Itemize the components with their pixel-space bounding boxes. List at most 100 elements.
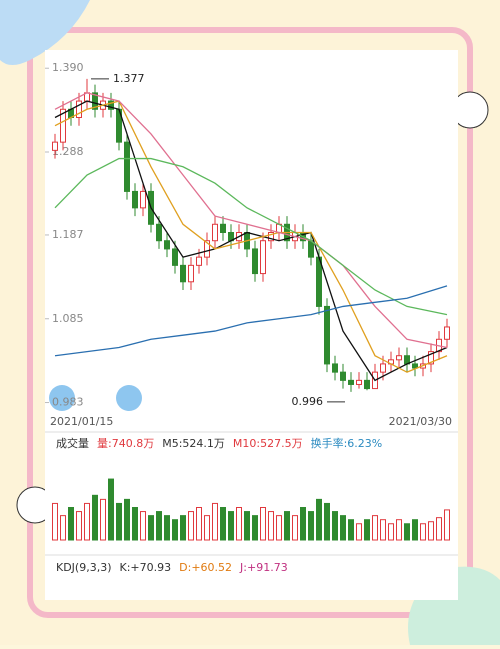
volume-bar — [220, 507, 226, 541]
volume-bar — [140, 511, 146, 541]
moving-average — [54, 157, 448, 316]
candle-body — [132, 190, 138, 209]
volume-bar — [204, 515, 210, 541]
candle-body — [348, 379, 354, 385]
annotation: 0.996 — [292, 395, 324, 408]
volume-bar — [356, 523, 362, 541]
candle-body — [332, 363, 338, 373]
candle-body — [196, 256, 202, 266]
volume-bar — [284, 511, 290, 541]
volume-bar — [316, 498, 322, 541]
volume-bar — [404, 523, 410, 541]
zoom-button[interactable] — [116, 385, 142, 411]
moving-average — [54, 92, 448, 349]
y-tick-label: 1.085 — [52, 312, 84, 325]
candle-body — [444, 326, 450, 340]
candle-body — [252, 248, 258, 275]
volume-bar — [340, 515, 346, 541]
y-tick-label: 1.187 — [52, 228, 84, 241]
volume-bar — [180, 515, 186, 541]
volume-bar — [228, 511, 234, 541]
volume-bar — [276, 515, 282, 541]
moving-average — [54, 285, 448, 357]
zoom-button[interactable] — [49, 385, 75, 411]
candle-body — [356, 379, 362, 385]
y-tick-label: 0.983 — [52, 396, 84, 409]
volume-bar — [380, 519, 386, 541]
candle-body — [164, 240, 170, 250]
candle-body — [108, 100, 114, 110]
volume-bar — [212, 502, 218, 541]
volume-legend: 量:740.8万 — [97, 437, 154, 450]
volume-bar — [124, 498, 130, 541]
candle-body — [180, 264, 186, 283]
kdj-legend: KDJ(9,3,3) — [56, 561, 112, 574]
volume-bar — [84, 502, 90, 541]
candle-body — [60, 108, 66, 143]
candle-body — [124, 141, 130, 192]
candle-body — [324, 305, 330, 365]
volume-bar — [348, 519, 354, 541]
volume-bar — [260, 507, 266, 541]
frame — [27, 27, 473, 618]
candle-body — [268, 232, 274, 242]
volume-bar — [300, 507, 306, 541]
volume-bar — [108, 478, 114, 541]
volume-bar — [332, 511, 338, 541]
volume-bar — [76, 511, 82, 541]
candle-body — [396, 355, 402, 361]
candle-body — [92, 92, 98, 110]
kdj-legend: K:+70.93 — [120, 561, 172, 574]
volume-legend: M10:527.5万 — [233, 437, 303, 450]
volume-bar — [396, 519, 402, 541]
chart-panel — [45, 50, 458, 600]
candle-body — [308, 240, 314, 258]
volume-bar — [324, 502, 330, 541]
volume-legend: 换手率:6.23% — [311, 436, 383, 450]
volume-bar — [252, 515, 258, 541]
end-date: 2021/03/30 — [389, 415, 452, 428]
volume-bar — [132, 507, 138, 541]
kdj-legend: J:+91.73 — [239, 561, 288, 574]
kdj-legend: D:+60.52 — [179, 561, 232, 574]
candle-body — [428, 351, 434, 365]
annotation: 1.377 — [113, 72, 145, 85]
volume-legend: 成交量 — [56, 436, 89, 450]
volume-bar — [412, 519, 418, 541]
volume-bar — [92, 494, 98, 541]
candle-body — [380, 363, 386, 373]
decoration — [0, 0, 90, 65]
candle-body — [212, 223, 218, 242]
volume-bar — [444, 509, 450, 541]
candle-body — [172, 248, 178, 266]
volume-bar — [196, 507, 202, 541]
candle-body — [188, 264, 194, 283]
volume-bar — [428, 521, 434, 541]
candle-body — [76, 100, 82, 118]
volume-bar — [68, 507, 74, 541]
volume-bar — [60, 515, 66, 541]
volume-bar — [100, 498, 106, 541]
candle-body — [140, 190, 146, 209]
volume-bar — [164, 515, 170, 541]
y-tick-label: 1.288 — [52, 145, 84, 158]
volume-bar — [188, 511, 194, 541]
moving-average — [54, 100, 448, 382]
volume-bar — [372, 515, 378, 541]
candle-body — [156, 223, 162, 242]
candle-body — [412, 363, 418, 369]
volume-bar — [116, 502, 122, 541]
volume-bar — [292, 515, 298, 541]
volume-bar — [420, 523, 426, 541]
volume-bar — [236, 507, 242, 541]
start-date: 2021/01/15 — [50, 415, 113, 428]
candle-body — [204, 240, 210, 258]
candle-body — [364, 379, 370, 390]
candle-body — [340, 371, 346, 381]
y-tick-label: 1.390 — [52, 61, 84, 74]
candle-body — [52, 141, 58, 151]
volume-bar — [52, 502, 58, 541]
volume-bar — [436, 517, 442, 541]
volume-bar — [364, 519, 370, 541]
